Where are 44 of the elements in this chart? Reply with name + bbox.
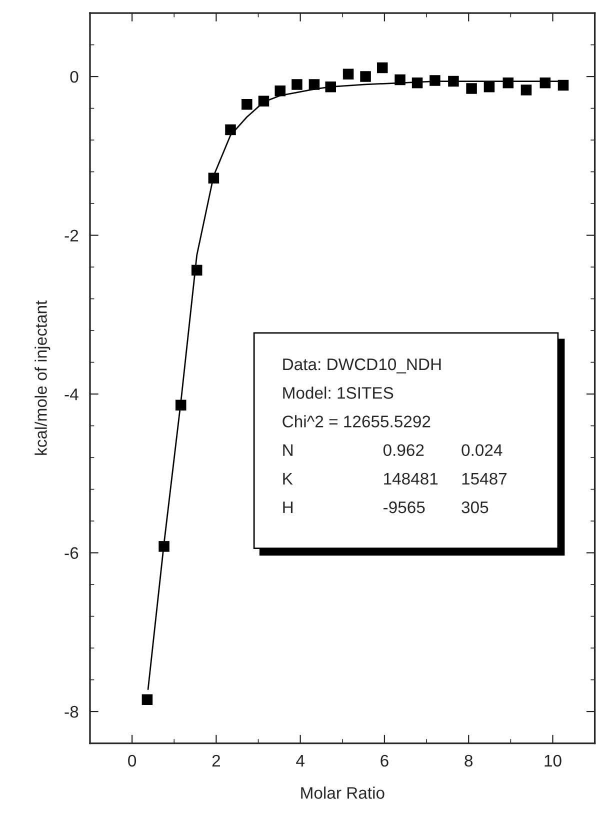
point xyxy=(466,83,477,94)
x-tick-label: 10 xyxy=(544,754,562,767)
x-tick-label: 6 xyxy=(380,754,388,767)
point xyxy=(292,79,302,90)
y-tick-label: -2 xyxy=(64,230,78,242)
x-tick-label: 2 xyxy=(212,754,220,766)
point xyxy=(448,76,459,87)
annotation: Chi^2 = 12655.5292 xyxy=(282,415,430,428)
point xyxy=(191,264,202,276)
annotation: Model: 1SITES xyxy=(283,386,394,399)
point xyxy=(225,124,236,136)
point xyxy=(158,541,170,552)
point xyxy=(558,80,569,91)
point xyxy=(142,694,153,706)
y-tick-label: 0 xyxy=(70,70,78,83)
text: N 0.962 0.024 xyxy=(283,444,502,456)
y-tick-label: -6 xyxy=(64,547,78,559)
point xyxy=(502,78,514,88)
x-tick-label: 0 xyxy=(128,754,136,767)
y-tick-label: -8 xyxy=(64,706,78,718)
point xyxy=(540,78,551,88)
point xyxy=(242,98,252,110)
point xyxy=(175,400,186,411)
point xyxy=(208,172,220,184)
point xyxy=(258,96,270,107)
point xyxy=(412,78,423,88)
text: H -9565 305 xyxy=(283,501,488,514)
text: K 148481 15487 xyxy=(283,472,507,485)
x-tick-label: 4 xyxy=(296,755,304,766)
point xyxy=(274,85,286,96)
point xyxy=(376,62,388,74)
point xyxy=(308,79,320,90)
point xyxy=(342,68,354,80)
point xyxy=(394,74,406,86)
point xyxy=(484,81,495,92)
y-tick-label: -4 xyxy=(64,388,78,400)
point xyxy=(430,75,440,86)
x-tick-label: 8 xyxy=(464,754,473,767)
point xyxy=(325,81,336,92)
y-axis-title: kcal/mole of injectant xyxy=(34,300,50,455)
x-axis-title: Molar Ratio xyxy=(301,786,384,799)
point xyxy=(360,71,371,82)
annotation: Data: DWCD10_NDH xyxy=(283,358,441,374)
point xyxy=(520,84,532,96)
